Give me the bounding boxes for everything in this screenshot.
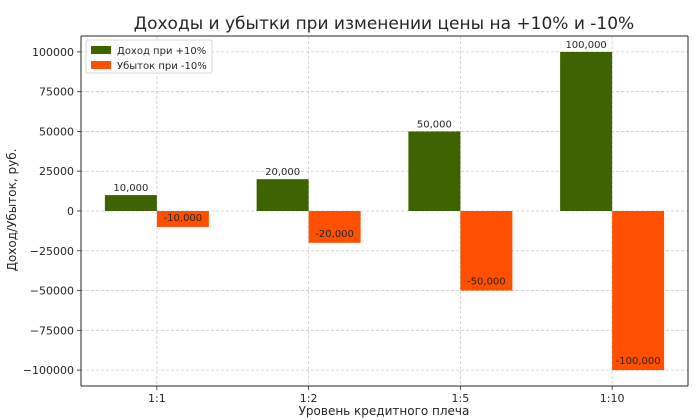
x-axis-label: Уровень кредитного плеча <box>299 404 470 418</box>
chart-title: Доходы и убытки при изменении цены на +1… <box>134 14 634 34</box>
legend-label: Убыток при -10% <box>117 61 207 72</box>
legend-swatch <box>91 46 111 54</box>
bar-loss <box>308 211 361 243</box>
x-tick-label: 1:2 <box>300 392 318 405</box>
y-tick-label: −25000 <box>30 245 74 258</box>
data-label: 50,000 <box>417 119 452 130</box>
bar-loss <box>460 211 513 291</box>
legend: Доход при +10% Убыток при -10% <box>85 39 213 74</box>
y-tick-label: −75000 <box>30 324 74 337</box>
x-tick-label: 1:10 <box>600 392 625 405</box>
bar-gain <box>560 51 613 212</box>
x-tick-label: 1:1 <box>148 392 166 405</box>
bar-gain <box>408 131 461 211</box>
data-label: 10,000 <box>113 183 148 194</box>
data-label: -20,000 <box>315 229 354 240</box>
data-label: -100,000 <box>616 356 661 367</box>
data-label: 100,000 <box>565 40 606 51</box>
data-label: -50,000 <box>467 277 506 288</box>
legend-box <box>85 39 213 74</box>
bar-loss <box>156 211 209 227</box>
legend-label: Доход при +10% <box>117 46 206 57</box>
data-labels-layer: 10,000 20,000 50,000 100,000 -10,000 -20,000 -… <box>113 40 660 367</box>
y-tick-label: −100000 <box>23 364 74 377</box>
legend-swatch <box>91 61 111 69</box>
y-axis-label: Доход/Убыток, руб. <box>5 149 19 272</box>
data-label: -10,000 <box>164 213 203 224</box>
y-tick-label: 100000 <box>32 46 74 59</box>
data-label: 20,000 <box>265 167 300 178</box>
y-tick-label: 0 <box>67 205 74 218</box>
bar-gain <box>104 195 157 211</box>
bar-loss <box>612 211 665 371</box>
x-tick-label: 1:5 <box>452 392 470 405</box>
y-tick-label: −50000 <box>30 285 74 298</box>
y-tick-label: 25000 <box>39 165 74 178</box>
axes-layer: 100000 75000 50000 25000 0 −25000 −50000 −75000… <box>23 35 689 405</box>
y-tick-label: 50000 <box>39 125 74 138</box>
bars-layer <box>104 51 665 371</box>
y-tick-label: 75000 <box>39 86 74 99</box>
bar-gain <box>256 179 309 211</box>
